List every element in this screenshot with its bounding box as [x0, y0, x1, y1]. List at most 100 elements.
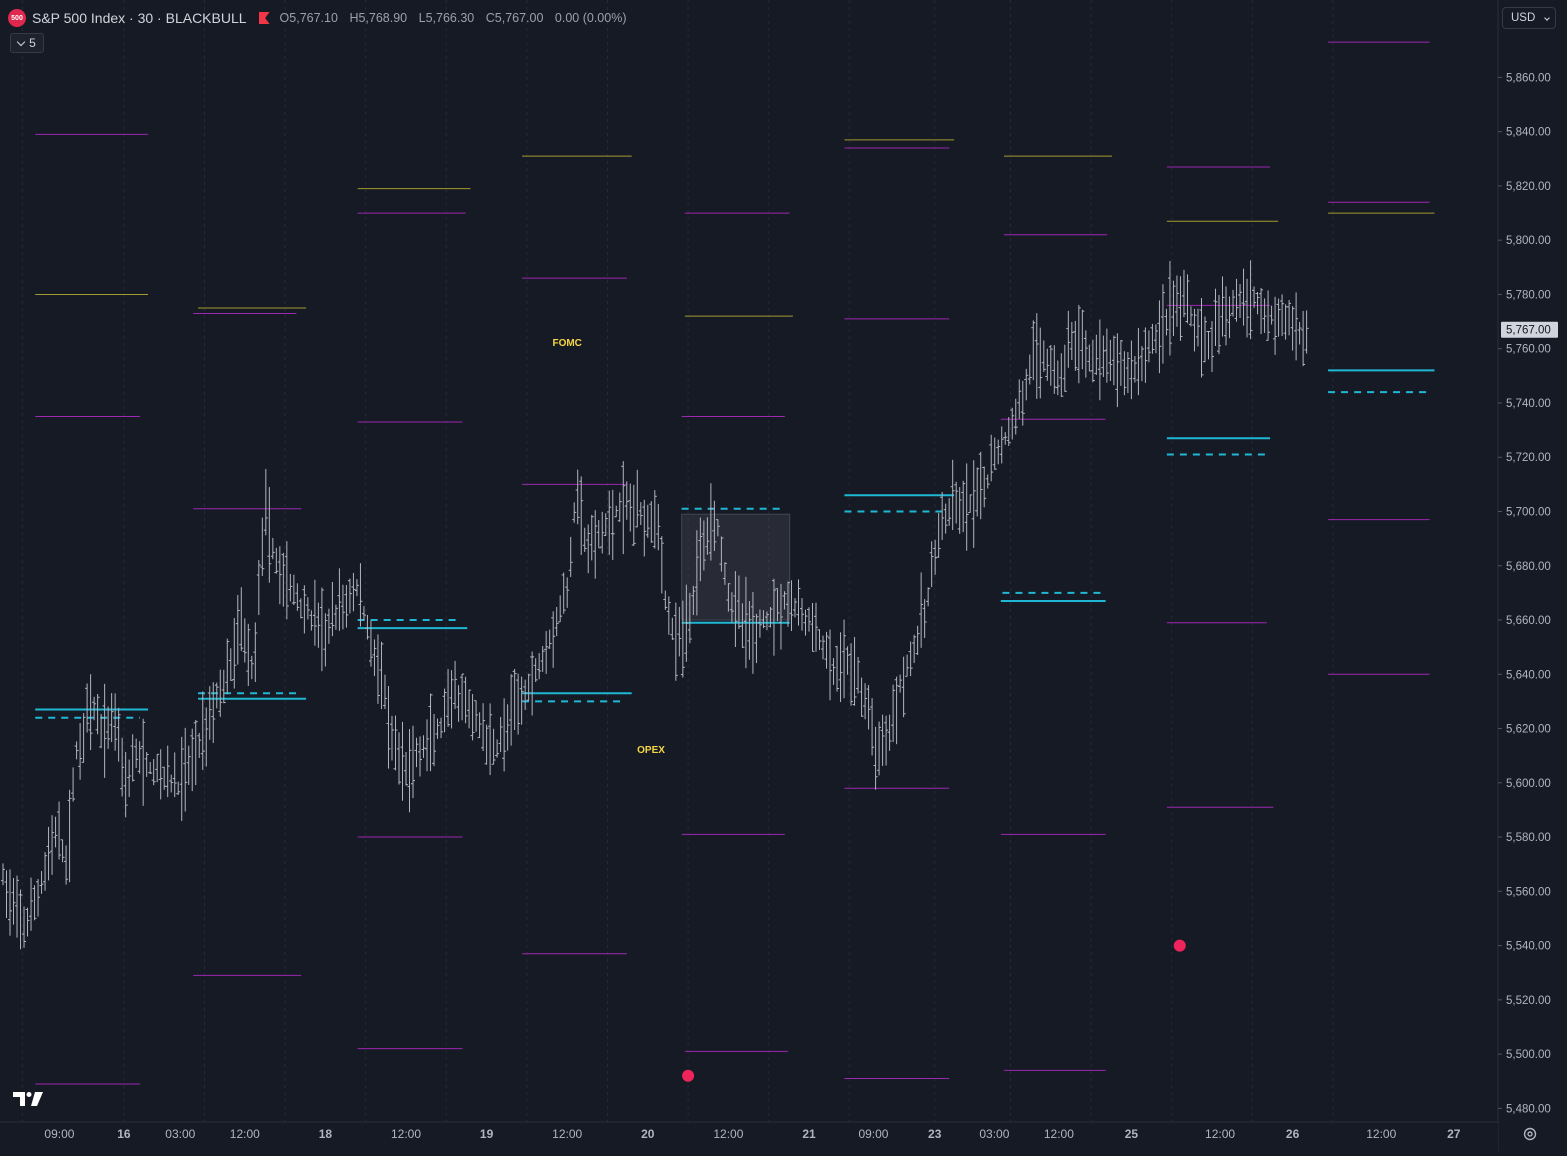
price-bar — [295, 583, 300, 611]
price-bar — [467, 689, 472, 729]
price-bar — [1195, 308, 1200, 347]
price-axis-label: 5,700.00 — [1506, 507, 1551, 519]
price-bar — [572, 502, 577, 523]
price-bar — [1304, 310, 1309, 354]
price-bar — [1031, 320, 1036, 381]
price-bar — [158, 749, 163, 800]
price-bar — [596, 520, 601, 549]
price-bar — [1073, 320, 1078, 371]
price-bar — [99, 713, 104, 749]
price-bar — [1181, 269, 1186, 318]
price-bar — [418, 736, 423, 777]
time-axis-label: 25 — [1125, 1127, 1139, 1141]
price-bar — [120, 737, 125, 797]
price-bar — [460, 673, 465, 721]
price-bar — [761, 610, 766, 629]
price-bar — [43, 852, 48, 891]
price-bar — [659, 536, 664, 594]
price-bar — [856, 656, 861, 694]
price-bar — [649, 501, 654, 543]
price-bar — [950, 459, 955, 530]
price-bar — [375, 634, 380, 704]
price-bar — [11, 877, 16, 925]
price-bar — [617, 492, 622, 522]
currency-select[interactable]: USD — [1502, 7, 1556, 29]
price-bar — [179, 736, 184, 821]
price-bar — [1276, 298, 1281, 337]
price-bar — [554, 606, 559, 637]
price-bar — [1160, 284, 1165, 364]
price-bar — [670, 617, 675, 640]
price-bar — [193, 720, 198, 786]
price-bar — [470, 694, 475, 741]
price-bar — [85, 683, 90, 733]
price-bar — [1146, 330, 1151, 363]
price-bar — [1055, 360, 1060, 396]
price-bar — [999, 426, 1004, 464]
price-bar — [1076, 304, 1081, 384]
price-bar — [474, 700, 479, 732]
price-bar — [701, 520, 706, 571]
price-bar — [60, 839, 65, 863]
price-bar — [1213, 288, 1218, 346]
price-bar — [323, 613, 328, 667]
price-bar — [1052, 345, 1057, 394]
price-bar — [1069, 321, 1074, 361]
price-bar — [130, 734, 135, 782]
price-bar — [835, 645, 840, 692]
price-bar — [919, 572, 924, 648]
price-bar — [807, 607, 811, 632]
price-bar — [1269, 305, 1274, 325]
price-bar — [368, 620, 373, 667]
price-bar — [1185, 274, 1190, 324]
price-bar — [1104, 328, 1109, 383]
price-bar — [155, 753, 160, 783]
symbol-legend[interactable]: 500 S&P 500 Index · 30 · BLACKBULL O5,76… — [8, 8, 635, 28]
price-bar — [579, 476, 584, 555]
tradingview-logo-icon[interactable] — [13, 1090, 45, 1108]
price-bar — [109, 693, 114, 743]
price-bar — [715, 519, 720, 537]
time-axis-label: 12:00 — [1205, 1127, 1235, 1141]
price-bar — [22, 906, 27, 948]
time-axis-label: 18 — [319, 1127, 333, 1141]
price-bar — [172, 752, 177, 798]
price-bar — [137, 741, 142, 774]
price-bar — [628, 483, 633, 532]
price-bar — [8, 869, 13, 936]
price-bar — [1122, 351, 1127, 396]
settings-icon[interactable] — [1522, 1126, 1538, 1142]
last-price-tag — [1501, 321, 1558, 338]
price-bar — [354, 579, 359, 597]
time-axis-bg — [0, 1123, 1498, 1151]
price-bar — [575, 469, 580, 525]
time-axis-label: 20 — [641, 1127, 655, 1141]
indicators-toggle-button[interactable]: 5 — [10, 33, 44, 53]
price-bar — [694, 530, 699, 616]
price-bar — [943, 503, 948, 534]
price-bar — [880, 714, 885, 766]
price-bar — [1125, 352, 1130, 394]
price-bar — [1066, 310, 1071, 368]
price-bar — [1083, 330, 1088, 378]
price-bar — [677, 606, 682, 657]
price-bar — [288, 573, 293, 602]
price-bar — [25, 907, 30, 937]
event-dot — [682, 1069, 695, 1082]
price-bar — [645, 504, 650, 538]
price-bar — [1062, 344, 1067, 392]
price-bar — [1248, 260, 1253, 340]
price-bar — [845, 646, 850, 675]
time-axis-label: 12:00 — [713, 1127, 743, 1141]
price-bar — [456, 685, 461, 722]
time-axis-label: 19 — [480, 1127, 494, 1141]
flag-icon[interactable] — [259, 12, 270, 24]
price-bar — [404, 751, 408, 786]
time-axis-label: 03:00 — [979, 1127, 1009, 1141]
price-bar — [722, 562, 727, 585]
price-bar — [743, 576, 748, 669]
symbol-title[interactable]: S&P 500 Index · 30 · BLACKBULL — [32, 10, 247, 26]
open-value: 5,767.10 — [289, 11, 338, 25]
